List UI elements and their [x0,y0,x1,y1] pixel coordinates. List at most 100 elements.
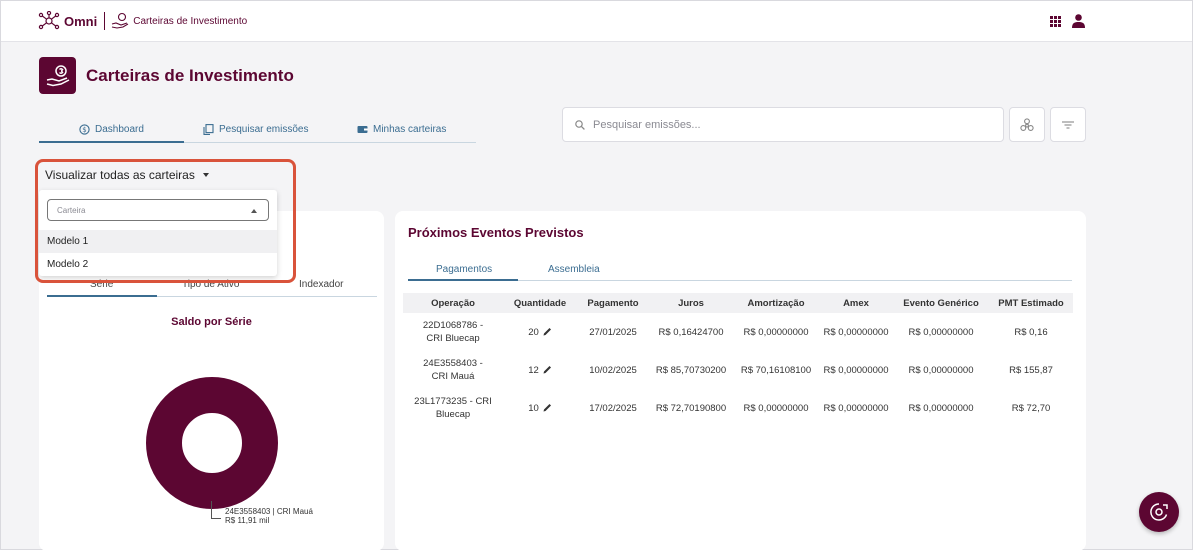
portfolio-select-value: Visualizar todas as carteiras [45,168,195,182]
brand[interactable]: Omni Carteiras de Investimento [38,11,247,31]
slice-label-name: 24E3558403 | CRI Mauá [225,507,313,516]
menu-option-modelo-2[interactable]: Modelo 2 [47,259,89,270]
search-input[interactable] [593,118,993,131]
search-box [562,107,1004,142]
col-juros: Juros [649,293,733,313]
cell-amex: R$ 0,00000000 [823,402,889,414]
quantidade-value: 10 [528,402,539,414]
col-pagamento: Pagamento [577,293,649,313]
table-row: 22D1068786 - CRI Bluecap 20 27/01/2025 R$… [403,313,1073,351]
slice-label: 24E3558403 | CRI Mauá R$ 11,91 mil [225,507,313,525]
tab-assembleia[interactable]: Assembleia [548,264,600,275]
portfolio-select[interactable]: Visualizar todas as carteiras [45,168,209,182]
col-amex: Amex [819,293,893,313]
cell-quantidade: 12 [503,351,577,389]
cell-pagamento: 10/02/2025 [589,364,637,376]
active-tab-indicator [39,141,184,143]
cell-amortizacao: R$ 0,00000000 [743,326,809,338]
tab-minhas-carteiras-label: Minhas carteiras [373,124,447,135]
pencil-icon[interactable] [543,327,552,336]
cell-amex: R$ 0,00000000 [823,364,889,376]
app-name: Carteiras de Investimento [133,15,248,27]
cell-pmt-estimado: R$ 155,87 [1009,364,1053,376]
col-evento-generico: Evento Genérico [893,293,989,313]
chat-icon [1150,503,1168,521]
cell-juros: R$ 0,16424700 [658,326,724,338]
tab-pesquisar-emissoes[interactable]: Pesquisar emissões [203,124,308,135]
page-header: Carteiras de Investimento [39,57,294,94]
svg-text:$: $ [82,126,86,134]
portfolio-menu: Carteira Modelo 1 Modelo 2 [39,190,277,276]
cell-operacao: 22D1068786 - CRI Bluecap [403,313,503,351]
tab-dashboard[interactable]: $ Dashboard [79,124,144,135]
tab-pesquisar-emissoes-label: Pesquisar emissões [219,124,309,135]
tab-serie[interactable]: Série [90,279,114,290]
quantidade-value: 20 [528,326,539,338]
page-title: Carteiras de Investimento [86,65,294,85]
filter-icon [1062,120,1074,129]
network-logo-icon [38,11,60,30]
active-tab-indicator [47,295,157,297]
col-pmt-estimado: PMT Estimado [989,293,1073,313]
tab-pagamentos[interactable]: Pagamentos [436,264,493,275]
apps-grid-icon[interactable] [1050,16,1061,27]
cell-juros: R$ 85,70730200 [655,364,727,376]
hand-coin-icon [39,57,76,94]
search-icon [575,119,585,130]
slice-leader-line [211,501,221,519]
chevron-up-icon [251,209,257,213]
events-table: Operação Quantidade Pagamento Juros Amor… [403,293,1073,427]
tab-indexador[interactable]: Indexador [299,279,344,290]
dashboard-icon: $ [79,124,90,135]
network-icon [1020,117,1034,131]
filter-button[interactable] [1050,107,1086,142]
operacao-line-1: 24E3558403 - [423,358,483,369]
events-tabs: Pagamentos Assembleia [408,261,1072,281]
main-tabs: $ Dashboard Pesquisar emissões Minhas ca… [39,121,476,143]
chevron-down-icon [202,173,209,177]
balance-tabs: Série Tipo de Ativo Indexador [47,277,377,297]
operacao-line-1: 22D1068786 - [422,320,484,331]
col-operacao: Operação [403,293,503,313]
cell-pmt-estimado: R$ 0,16 [1014,326,1048,338]
pencil-icon[interactable] [543,365,552,374]
top-bar: Omni Carteiras de Investimento [1,1,1192,42]
donut-slice-24e3558403[interactable] [146,377,278,509]
cell-amex: R$ 0,00000000 [823,326,889,338]
events-title: Próximos Eventos Previstos [408,225,584,240]
chart-title: Saldo por Série [171,316,252,328]
slice-label-value: R$ 11,91 mil [225,516,270,525]
table-header-row: Operação Quantidade Pagamento Juros Amor… [403,293,1073,313]
tab-dashboard-label: Dashboard [95,124,144,135]
upcoming-events-card: Próximos Eventos Previstos Pagamentos As… [395,211,1086,550]
wallet-icon [357,126,368,133]
cell-amortizacao: R$ 70,16108100 [740,364,812,376]
cell-pagamento: 27/01/2025 [589,326,637,338]
cell-quantidade: 10 [503,389,577,427]
portfolio-filter-input[interactable]: Carteira [47,199,269,221]
pencil-icon[interactable] [543,403,552,412]
tab-minhas-carteiras[interactable]: Minhas carteiras [357,124,446,135]
cell-evento-generico: R$ 0,00000000 [908,326,974,338]
chat-fab-button[interactable] [1139,492,1179,532]
cell-evento-generico: R$ 0,00000000 [908,402,974,414]
network-button[interactable] [1009,107,1045,142]
operacao-line-1: 23L1773235 - CRI [414,396,492,407]
tab-tipo-de-ativo[interactable]: Tipo de Ativo [182,279,240,290]
active-tab-indicator [408,279,518,281]
copy-icon [203,124,214,135]
operacao-line-2: Bluecap [435,409,471,420]
portfolio-filter-placeholder: Carteira [57,205,86,215]
highlight-frame [35,159,296,283]
menu-option-modelo-1[interactable]: Modelo 1 [39,230,277,253]
cell-pmt-estimado: R$ 72,70 [1011,402,1051,414]
cell-juros: R$ 72,70190800 [655,402,727,414]
user-icon[interactable] [1072,14,1085,28]
col-quantidade: Quantidade [503,293,577,313]
operacao-line-2: CRI Bluecap [426,333,480,344]
operacao-line-2: CRI Mauá [431,371,475,382]
quantidade-value: 12 [528,364,539,376]
cell-pagamento: 17/02/2025 [589,402,637,414]
cell-amortizacao: R$ 0,00000000 [743,402,809,414]
donut-chart [146,377,278,509]
